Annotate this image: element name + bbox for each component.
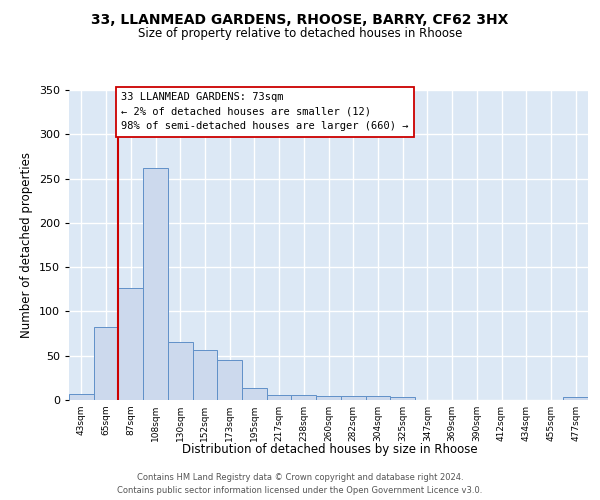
- Bar: [341, 396, 365, 400]
- Bar: [316, 396, 341, 400]
- Bar: [242, 388, 267, 400]
- Text: Distribution of detached houses by size in Rhoose: Distribution of detached houses by size …: [182, 442, 478, 456]
- Bar: [143, 168, 168, 400]
- Y-axis label: Number of detached properties: Number of detached properties: [20, 152, 33, 338]
- Text: Contains HM Land Registry data © Crown copyright and database right 2024.
Contai: Contains HM Land Registry data © Crown c…: [118, 473, 482, 495]
- Bar: [94, 328, 118, 400]
- Bar: [390, 398, 415, 400]
- Text: 33 LLANMEAD GARDENS: 73sqm
← 2% of detached houses are smaller (12)
98% of semi-: 33 LLANMEAD GARDENS: 73sqm ← 2% of detac…: [121, 92, 409, 132]
- Bar: [267, 394, 292, 400]
- Bar: [193, 350, 217, 400]
- Bar: [292, 394, 316, 400]
- Bar: [563, 398, 588, 400]
- Bar: [365, 396, 390, 400]
- Bar: [217, 360, 242, 400]
- Bar: [168, 342, 193, 400]
- Text: Size of property relative to detached houses in Rhoose: Size of property relative to detached ho…: [138, 28, 462, 40]
- Bar: [118, 288, 143, 400]
- Text: 33, LLANMEAD GARDENS, RHOOSE, BARRY, CF62 3HX: 33, LLANMEAD GARDENS, RHOOSE, BARRY, CF6…: [91, 12, 509, 26]
- Bar: [69, 394, 94, 400]
